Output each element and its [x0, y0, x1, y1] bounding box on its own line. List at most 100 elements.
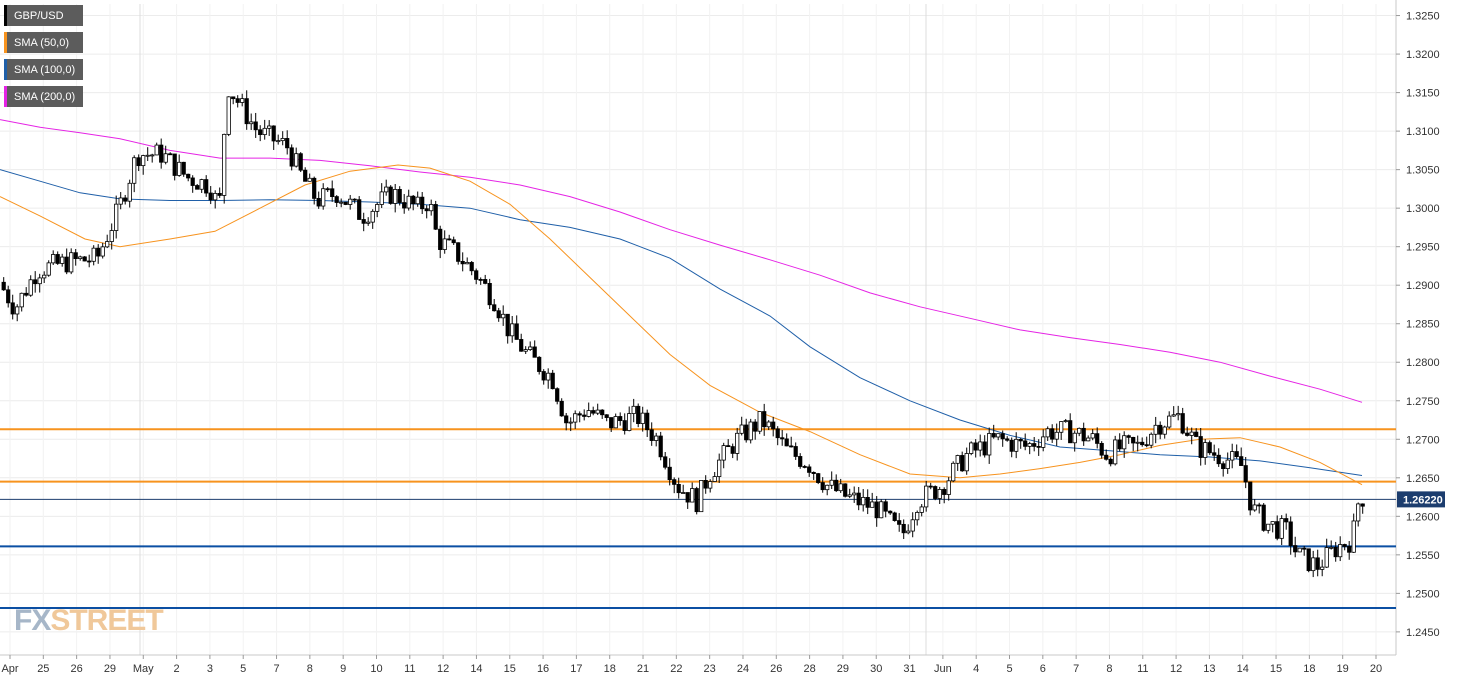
- candle-body: [798, 456, 803, 467]
- candle-body: [609, 417, 614, 429]
- candle-body: [37, 277, 42, 285]
- candle-body: [879, 501, 884, 519]
- candle-body: [69, 252, 74, 273]
- candle-body: [901, 523, 906, 534]
- sma100-line: [0, 169, 1363, 476]
- candle-body: [816, 473, 821, 483]
- candle-body: [1032, 443, 1037, 447]
- y-tick-label: 1.2850: [1406, 319, 1440, 331]
- candle-body: [1018, 438, 1023, 442]
- candle-body: [249, 121, 254, 125]
- candle-body: [1077, 427, 1082, 434]
- candle-body: [447, 238, 452, 241]
- candle-body: [312, 177, 317, 199]
- x-tick-label: 12: [437, 663, 449, 675]
- candle-body: [456, 242, 461, 262]
- y-tick-label: 1.2500: [1406, 588, 1440, 600]
- candle-body: [960, 455, 965, 472]
- y-tick-label: 1.2650: [1406, 473, 1440, 485]
- candle-body: [159, 144, 164, 163]
- candle-body: [60, 256, 65, 264]
- candle-body: [1167, 415, 1172, 428]
- candle-body: [1189, 431, 1194, 436]
- candle-body: [937, 489, 942, 499]
- candle-body: [910, 519, 915, 532]
- candle-body: [1302, 547, 1307, 550]
- candle-body: [384, 186, 389, 193]
- candle-body: [267, 125, 272, 129]
- candle-body: [1104, 454, 1109, 460]
- candle-body: [987, 433, 992, 456]
- candle-body: [996, 433, 1001, 438]
- candle-body: [186, 173, 191, 179]
- candle-body: [834, 479, 839, 492]
- legend-swatch: [4, 86, 7, 107]
- legend-item[interactable]: SMA (200,0): [4, 86, 84, 107]
- candle-body: [1270, 521, 1275, 525]
- candle-body: [240, 98, 245, 103]
- legend-item[interactable]: GBP/USD: [4, 5, 84, 26]
- y-tick-label: 1.3250: [1406, 11, 1440, 23]
- candle-body: [852, 492, 857, 496]
- candle-body: [145, 154, 150, 157]
- x-tick-label: 8: [1106, 663, 1112, 675]
- x-tick-label: 29: [837, 663, 849, 675]
- candle-body: [163, 153, 168, 163]
- candle-body: [100, 246, 105, 257]
- candle-body: [1009, 439, 1014, 452]
- candle-body: [402, 202, 407, 209]
- candle-body: [825, 484, 830, 491]
- candle-body: [334, 196, 339, 203]
- candle-body: [298, 153, 303, 171]
- candle-body: [307, 177, 312, 182]
- candle-body: [757, 411, 762, 432]
- candle-body: [1153, 424, 1158, 435]
- candle-body: [105, 241, 110, 248]
- x-tick-label: 11: [404, 663, 415, 675]
- x-tick-label: 4: [973, 663, 979, 675]
- candle-body: [181, 161, 186, 175]
- x-tick-label: 6: [1040, 663, 1046, 675]
- candle-body: [1090, 433, 1095, 439]
- candle-body: [316, 197, 321, 207]
- candle-body: [586, 410, 591, 417]
- candle-body: [703, 480, 708, 489]
- x-tick-label: 26: [71, 663, 83, 675]
- candle-body: [1347, 546, 1352, 553]
- x-tick-label: 20: [1370, 663, 1382, 675]
- candle-body: [91, 247, 96, 262]
- candle-body: [559, 400, 564, 417]
- legend-item[interactable]: SMA (100,0): [4, 59, 84, 80]
- candle-body: [492, 304, 497, 312]
- candle-body: [258, 129, 263, 136]
- x-tick-label: 7: [273, 663, 279, 675]
- candle-body: [1351, 520, 1356, 553]
- candle-body: [1252, 504, 1257, 511]
- candle-body: [1108, 458, 1113, 465]
- candle-body: [685, 492, 690, 503]
- candle-body: [1266, 523, 1271, 531]
- candle-body: [483, 279, 488, 284]
- candle-body: [564, 415, 569, 424]
- candle-body: [820, 482, 825, 491]
- candle-body: [271, 125, 276, 142]
- candle-body: [870, 501, 875, 508]
- x-tick-label: 14: [470, 663, 482, 675]
- candle-body: [73, 252, 78, 260]
- candle-body: [613, 416, 618, 429]
- candle-body: [1311, 557, 1316, 572]
- legend-item[interactable]: SMA (50,0): [4, 32, 84, 53]
- candle-body: [730, 446, 735, 454]
- legend-label: SMA (200,0): [14, 90, 76, 103]
- y-tick-label: 1.3200: [1406, 49, 1440, 61]
- x-tick-label: 31: [903, 663, 915, 675]
- candle-body: [1324, 547, 1329, 568]
- candle-body: [1149, 433, 1154, 446]
- candle-body: [595, 409, 600, 414]
- candle-body: [343, 201, 348, 205]
- x-tick-label: 2: [174, 663, 180, 675]
- candle-body: [132, 157, 137, 184]
- candle-body: [523, 349, 528, 352]
- candle-body: [699, 480, 704, 513]
- sma200-line: [0, 119, 1363, 403]
